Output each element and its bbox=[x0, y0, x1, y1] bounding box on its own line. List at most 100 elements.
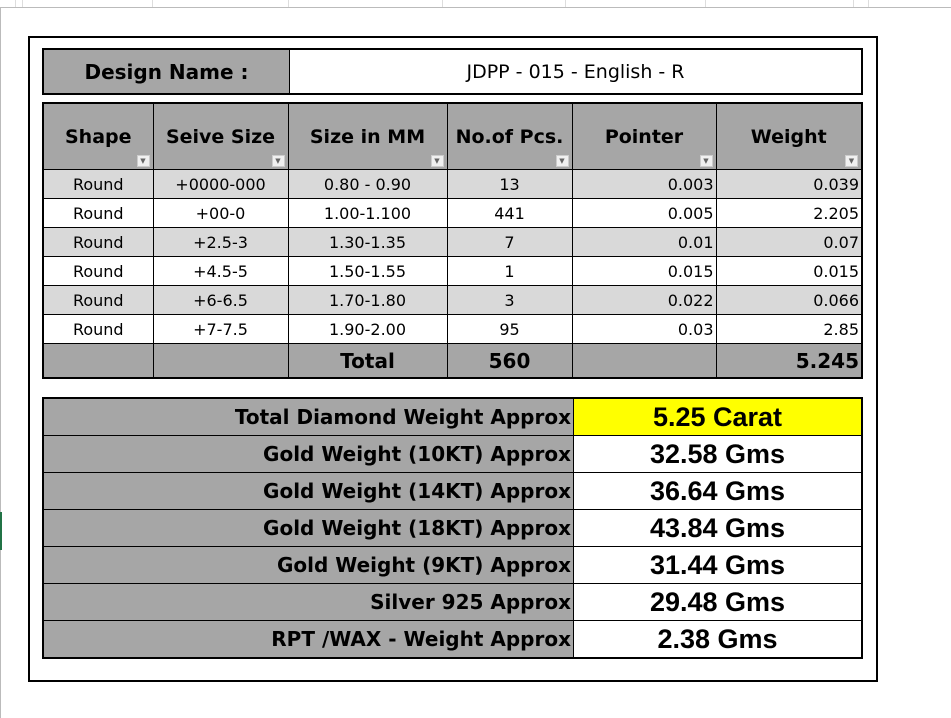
sheet-frame bbox=[28, 36, 878, 682]
table-cell[interactable]: 7 bbox=[446, 227, 573, 257]
filter-active-icon[interactable]: ▼ bbox=[555, 155, 569, 167]
stone-table: Shape ▼ Seive Size ▼ Size in MM ▼ No.of Pcs… bbox=[42, 102, 863, 379]
header-row: Shape ▼ Seive Size ▼ Size in MM ▼ No.of Pcs… bbox=[42, 102, 863, 170]
gridline bbox=[853, 0, 854, 7]
summary-label[interactable]: Gold Weight (9KT) Approx bbox=[42, 546, 574, 584]
header-label: Size in MM bbox=[309, 125, 426, 148]
summary-value[interactable]: 32.58 Gms bbox=[573, 435, 863, 473]
gridline bbox=[152, 0, 153, 7]
filter-dropdown-icon[interactable]: ▼ bbox=[271, 155, 285, 167]
filter-dropdown-icon[interactable]: ▼ bbox=[699, 155, 713, 167]
table-cell[interactable]: 0.015 bbox=[715, 256, 863, 286]
table-row: Round +7-7.5 1.90-2.00 95 0.03 2.85 bbox=[42, 314, 863, 344]
table-cell[interactable]: 1 bbox=[446, 256, 573, 286]
filter-dropdown-icon[interactable]: ▼ bbox=[136, 155, 150, 167]
summary-value[interactable]: 2.38 Gms bbox=[573, 620, 863, 659]
table-cell[interactable]: Round bbox=[42, 314, 154, 344]
table-cell[interactable]: Round bbox=[42, 256, 154, 286]
table-row: Round +00-0 1.00-1.100 441 0.005 2.205 bbox=[42, 198, 863, 228]
total-label[interactable]: Total bbox=[287, 343, 448, 379]
summary-row: Gold Weight (10KT) Approx 32.58 Gms bbox=[42, 435, 863, 473]
summary-value[interactable]: 31.44 Gms bbox=[573, 546, 863, 584]
table-cell[interactable]: +00-0 bbox=[152, 198, 289, 228]
total-weight[interactable]: 5.245 bbox=[715, 343, 863, 379]
cell[interactable] bbox=[152, 343, 289, 379]
gridline bbox=[868, 0, 869, 7]
header-seive-size[interactable]: Seive Size ▼ bbox=[152, 102, 289, 170]
cell[interactable] bbox=[42, 343, 154, 379]
table-cell[interactable]: 0.005 bbox=[571, 198, 717, 228]
total-row: Total 560 5.245 bbox=[42, 343, 863, 379]
table-cell[interactable]: 1.00-1.100 bbox=[287, 198, 448, 228]
table-cell[interactable]: 2.205 bbox=[715, 198, 863, 228]
table-cell[interactable]: 0.015 bbox=[571, 256, 717, 286]
table-cell[interactable]: 0.022 bbox=[571, 285, 717, 315]
header-pcs[interactable]: No.of Pcs. ▼ bbox=[446, 102, 573, 170]
gridline bbox=[288, 0, 289, 7]
table-cell[interactable]: 13 bbox=[446, 169, 573, 199]
summary-value[interactable]: 36.64 Gms bbox=[573, 472, 863, 510]
header-weight[interactable]: Weight ▼ bbox=[715, 102, 863, 170]
filter-dropdown-icon[interactable]: ▼ bbox=[430, 155, 444, 167]
table-row: Round +2.5-3 1.30-1.35 7 0.01 0.07 bbox=[42, 227, 863, 257]
table-row: Round +4.5-5 1.50-1.55 1 0.015 0.015 bbox=[42, 256, 863, 286]
table-cell[interactable]: 1.30-1.35 bbox=[287, 227, 448, 257]
total-pcs[interactable]: 560 bbox=[446, 343, 573, 379]
selected-row-indicator bbox=[0, 512, 2, 550]
header-label: Shape bbox=[64, 125, 132, 148]
summary-label[interactable]: Total Diamond Weight Approx bbox=[42, 397, 574, 436]
table-cell[interactable]: Round bbox=[42, 198, 154, 228]
summary-row: Gold Weight (9KT) Approx 31.44 Gms bbox=[42, 546, 863, 584]
summary-value[interactable]: 43.84 Gms bbox=[573, 509, 863, 547]
table-cell[interactable]: 441 bbox=[446, 198, 573, 228]
table-cell[interactable]: 1.70-1.80 bbox=[287, 285, 448, 315]
table-cell[interactable]: 2.85 bbox=[715, 314, 863, 344]
summary-row: Total Diamond Weight Approx 5.25 Carat bbox=[42, 397, 863, 436]
table-cell[interactable]: +6-6.5 bbox=[152, 285, 289, 315]
table-cell[interactable]: Round bbox=[42, 169, 154, 199]
table-cell[interactable]: Round bbox=[42, 285, 154, 315]
table-cell[interactable]: 0.01 bbox=[571, 227, 717, 257]
table-cell[interactable]: 1.50-1.55 bbox=[287, 256, 448, 286]
filter-dropdown-icon[interactable]: ▼ bbox=[845, 155, 858, 167]
design-name-value[interactable]: JDPP - 015 - English - R bbox=[289, 48, 863, 95]
row-header-edge bbox=[0, 7, 1, 718]
header-shape[interactable]: Shape ▼ bbox=[42, 102, 154, 170]
header-pointer[interactable]: Pointer ▼ bbox=[571, 102, 717, 170]
header-size-mm[interactable]: Size in MM ▼ bbox=[287, 102, 448, 170]
summary-row: RPT /WAX - Weight Approx 2.38 Gms bbox=[42, 620, 863, 659]
table-cell[interactable]: 0.066 bbox=[715, 285, 863, 315]
table-cell[interactable]: 0.003 bbox=[571, 169, 717, 199]
summary-value[interactable]: 29.48 Gms bbox=[573, 583, 863, 621]
table-cell[interactable]: +7-7.5 bbox=[152, 314, 289, 344]
summary-row: Silver 925 Approx 29.48 Gms bbox=[42, 583, 863, 621]
table-cell[interactable]: 0.039 bbox=[715, 169, 863, 199]
cell[interactable] bbox=[571, 343, 717, 379]
summary-label[interactable]: RPT /WAX - Weight Approx bbox=[42, 620, 574, 659]
summary-label[interactable]: Silver 925 Approx bbox=[42, 583, 574, 621]
table-cell[interactable]: 3 bbox=[446, 285, 573, 315]
table-cell[interactable]: +0000-000 bbox=[152, 169, 289, 199]
summary-label[interactable]: Gold Weight (10KT) Approx bbox=[42, 435, 574, 473]
table-cell[interactable]: 0.07 bbox=[715, 227, 863, 257]
column-header-strip bbox=[0, 0, 951, 8]
summary-value[interactable]: 5.25 Carat bbox=[573, 397, 863, 436]
summary-label[interactable]: Gold Weight (14KT) Approx bbox=[42, 472, 574, 510]
header-label: Pointer bbox=[604, 125, 684, 148]
summary-label[interactable]: Gold Weight (18KT) Approx bbox=[42, 509, 574, 547]
summary-table: Total Diamond Weight Approx 5.25 Carat Gol… bbox=[42, 397, 863, 659]
table-row: Round +0000-000 0.80 - 0.90 13 0.003 0.039 bbox=[42, 169, 863, 199]
table-cell[interactable]: 1.90-2.00 bbox=[287, 314, 448, 344]
table-cell[interactable]: 0.80 - 0.90 bbox=[287, 169, 448, 199]
summary-row: Gold Weight (18KT) Approx 43.84 Gms bbox=[42, 509, 863, 547]
table-cell[interactable]: 95 bbox=[446, 314, 573, 344]
table-cell[interactable]: 0.03 bbox=[571, 314, 717, 344]
gridline bbox=[705, 0, 706, 7]
table-cell[interactable]: +4.5-5 bbox=[152, 256, 289, 286]
design-name-table: Design Name : JDPP - 015 - English - R bbox=[42, 48, 863, 95]
gridline bbox=[22, 0, 23, 7]
gridline bbox=[565, 0, 566, 7]
table-cell[interactable]: Round bbox=[42, 227, 154, 257]
table-cell[interactable]: +2.5-3 bbox=[152, 227, 289, 257]
summary-row: Gold Weight (14KT) Approx 36.64 Gms bbox=[42, 472, 863, 510]
